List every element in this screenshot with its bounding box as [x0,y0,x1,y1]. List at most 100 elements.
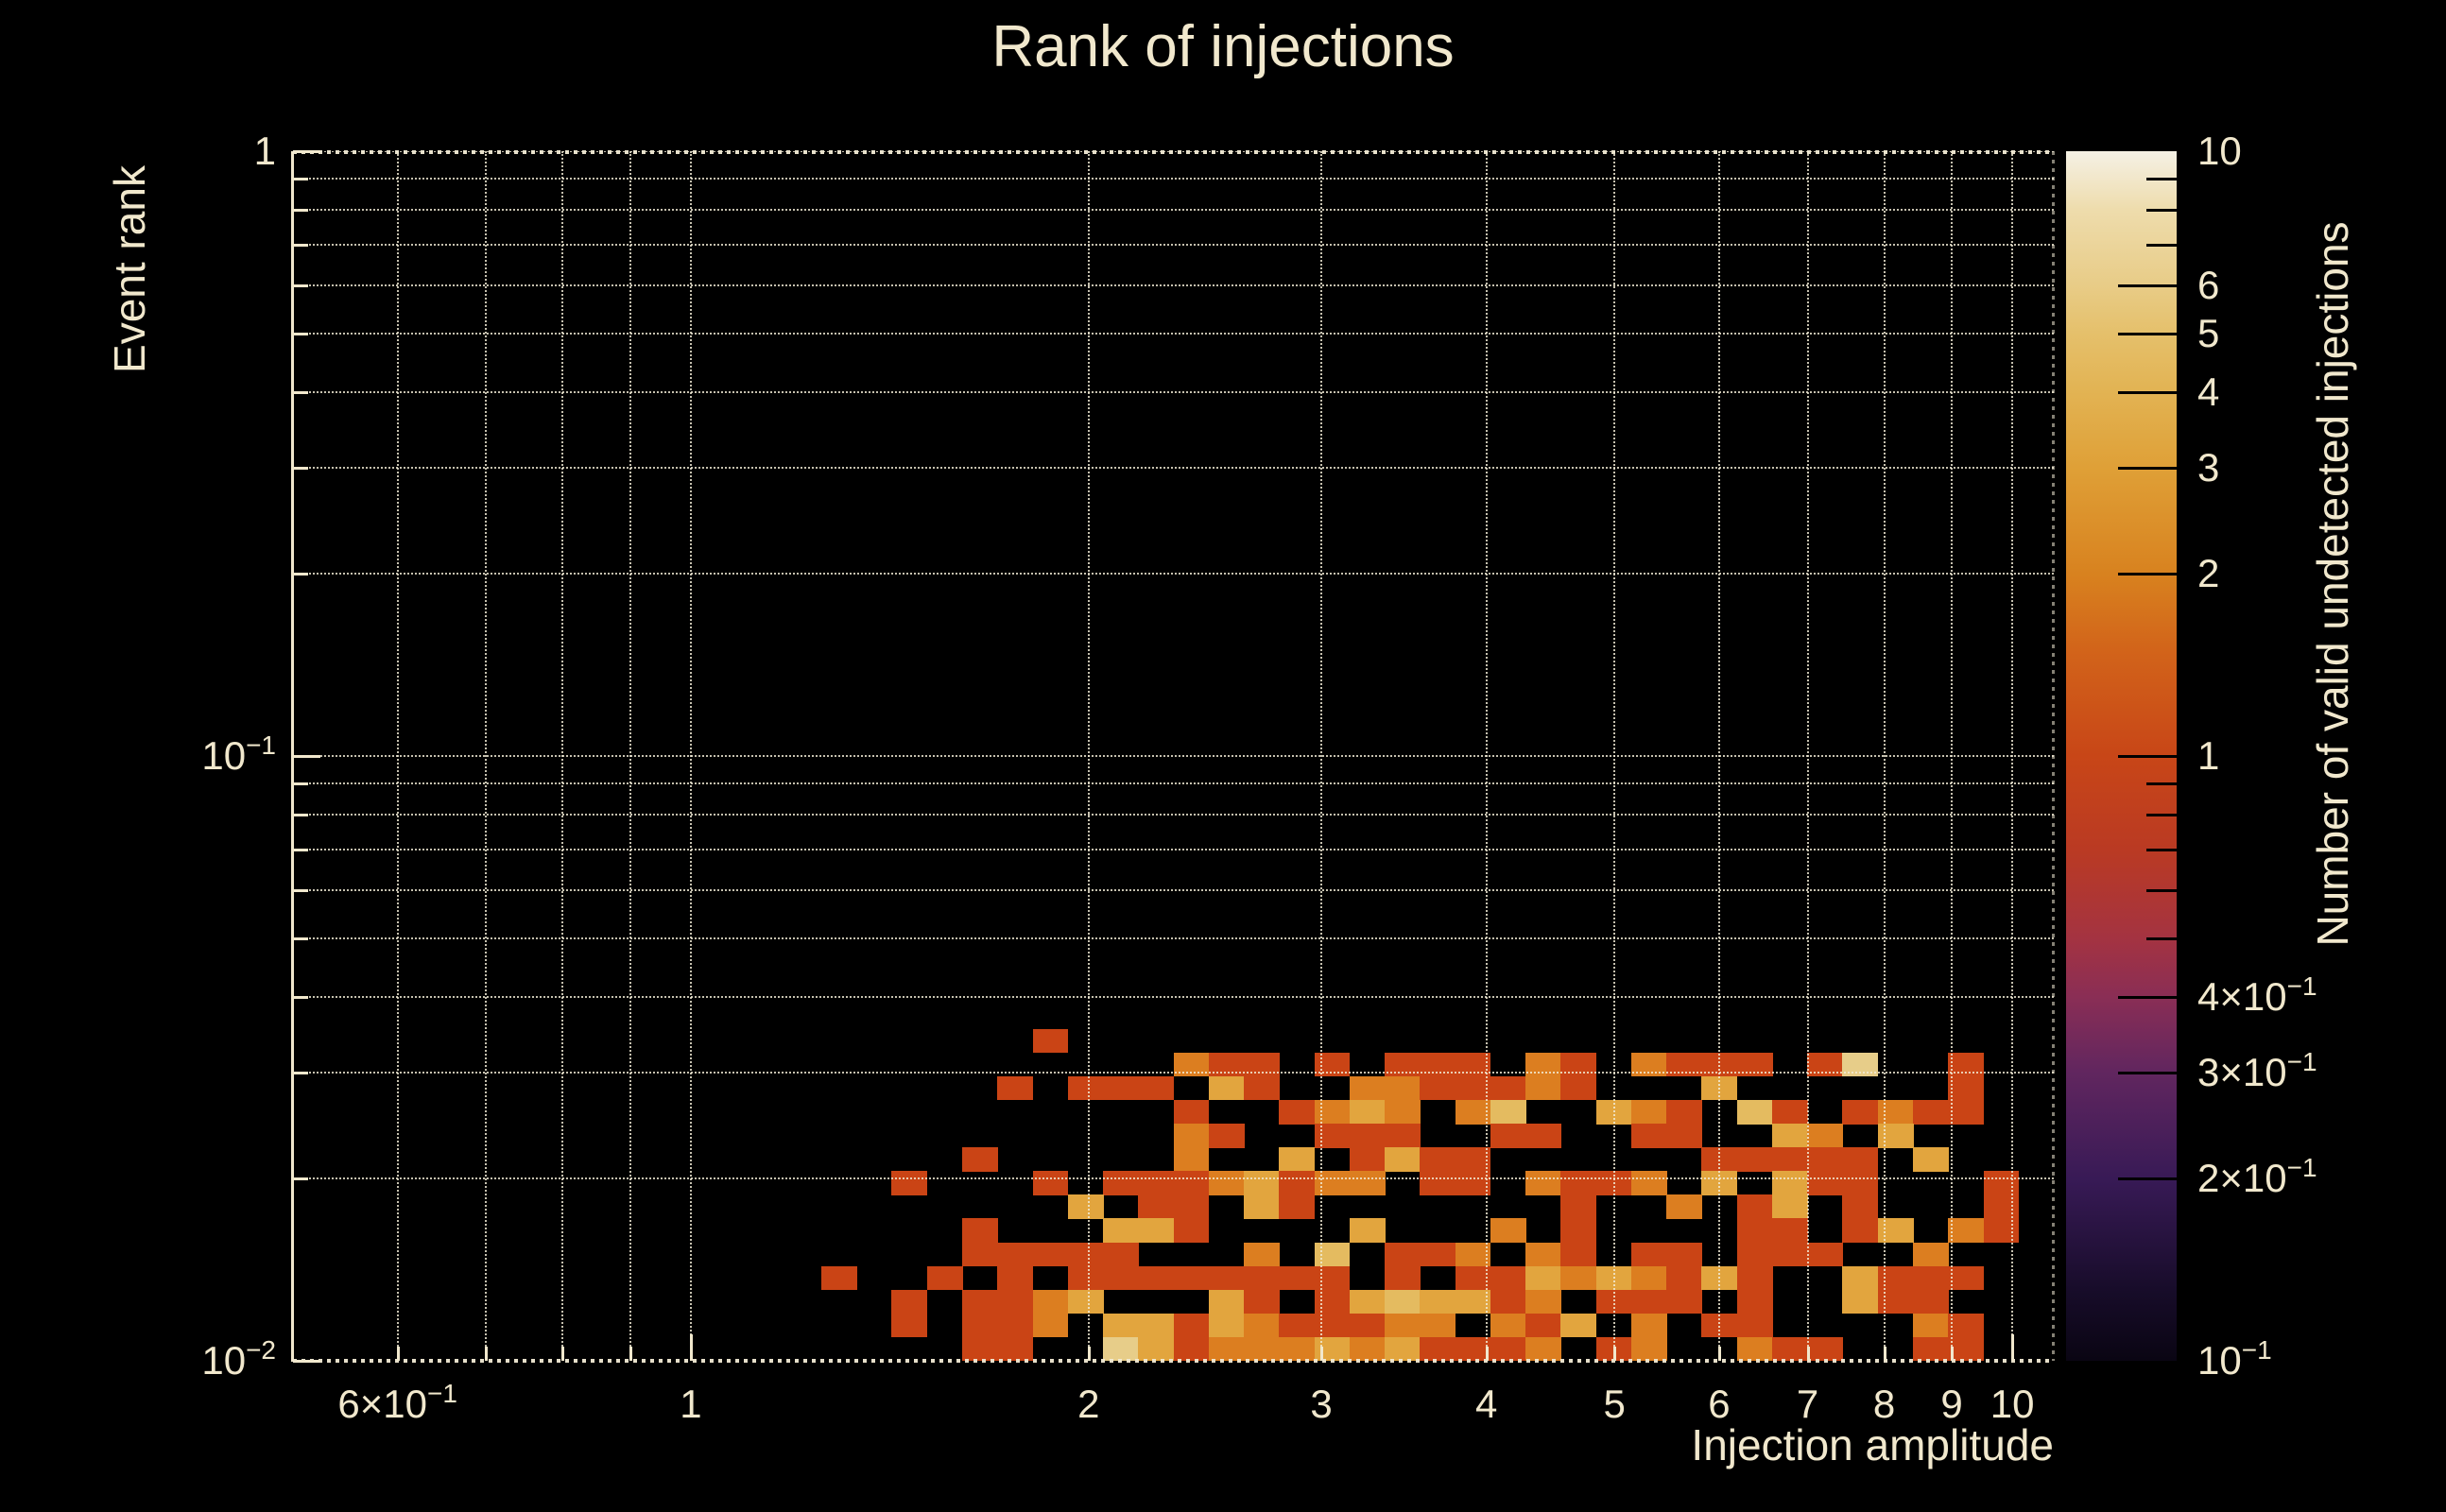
heatmap-cell [1244,1171,1280,1195]
heatmap-cell [1771,1218,1808,1244]
heatmap-cell [1314,1171,1351,1195]
tick-label-base: 7 [1796,1382,1819,1426]
heatmap-cell [997,1313,1034,1338]
heatmap-cell [1349,1147,1386,1172]
heatmap-cell [820,1265,857,1291]
heatmap-cell [1279,1099,1316,1125]
heatmap-cell [1420,1242,1456,1267]
heatmap-cell [1208,1265,1245,1291]
y-axis-tick [294,936,308,940]
y-axis-tick [294,889,308,892]
heatmap-cell [1525,1336,1561,1361]
heatmap-cell [1913,1099,1949,1125]
gridline-y [293,936,2054,939]
heatmap-cell [1560,1171,1597,1195]
heatmap-cell [1244,1289,1280,1314]
heatmap-cell [961,1147,998,1172]
heatmap-cell [1490,1265,1526,1291]
heatmap-cell [1032,1289,1069,1314]
colorbar-tick-label: 5 [2197,311,2219,356]
x-tick-label: 7 [1797,1382,1818,1427]
heatmap-cell [1490,1124,1526,1148]
heatmap-cell [1842,1099,1879,1125]
y-axis-tick [294,390,308,394]
heatmap-cell [1385,1289,1421,1314]
colorbar-tick [2118,284,2177,287]
heatmap-cell [1455,1289,1491,1314]
tick-label-base: 2×10 [2197,1156,2287,1201]
tick-label-base: 3 [2197,444,2220,490]
heatmap-cell [1173,1147,1210,1172]
gridline-y [293,782,2054,785]
heatmap-cell [1807,1336,1844,1361]
heatmap-cell [1948,1099,1985,1125]
heatmap-cell [1983,1218,2020,1244]
heatmap-cell [1173,1171,1210,1195]
heatmap-cell [1208,1289,1245,1314]
tick-label-base: 4 [2197,369,2220,414]
heatmap-cell [1349,1218,1386,1244]
y-axis-tick [294,755,320,758]
heatmap-cell [1842,1147,1879,1172]
heatmap-cell [1455,1265,1491,1291]
colorbar-tick [2118,1177,2177,1181]
colorbar-tick-label: 6 [2197,263,2219,308]
heatmap-cell [1279,1147,1316,1172]
tick-label-base: 10 [2197,129,2242,173]
heatmap-cell [1913,1313,1949,1338]
heatmap-cell [1736,1313,1773,1338]
gridline-y [293,178,2054,180]
heatmap-cell [1455,1336,1491,1361]
heatmap-cell [1842,1289,1879,1314]
heatmap-cell [1948,1218,1985,1244]
heatmap-cell [1385,1099,1421,1125]
heatmap-cell [1913,1265,1949,1291]
x-axis-tick [485,1347,489,1361]
heatmap-cell [1525,1289,1561,1314]
heatmap-cell [1455,1075,1491,1101]
heatmap-cell [1103,1242,1139,1267]
heatmap-cell [1067,1194,1104,1219]
gridline-y [293,573,2054,576]
x-tick-label: 5 [1604,1382,1626,1427]
heatmap-cell [1032,1313,1069,1338]
gridline-y [293,814,2054,816]
y-axis-tick [294,150,320,153]
heatmap-cell [1983,1171,2020,1195]
tick-label-base: 6 [2197,263,2220,307]
heatmap-cell [1349,1289,1386,1314]
y-axis-tick [294,1071,308,1074]
heatmap-cell [1948,1265,1985,1291]
tick-label-exponent: −1 [2286,1153,2317,1183]
colorbar-tick-label: 4×10−1 [2197,971,2317,1020]
y-axis-tick [294,573,308,576]
colorbar-tick [2118,390,2177,394]
heatmap-cell [1736,1265,1773,1291]
colorbar-tick [2118,332,2177,335]
heatmap-cell [1244,1194,1280,1219]
tick-label-base: 10 [201,1338,247,1383]
heatmap-cell [997,1242,1034,1267]
heatmap-cell [926,1265,963,1291]
colorbar-minor-tick [2146,178,2177,181]
colorbar-tick-label: 2 [2197,551,2219,596]
heatmap-cell [1771,1147,1808,1172]
heatmap-cell [1913,1336,1949,1361]
heatmap-cell [1842,1194,1879,1219]
heatmap-cell [1314,1242,1351,1267]
heatmap-cell [1490,1099,1526,1125]
heatmap-cell [1560,1218,1597,1244]
heatmap-cell [1279,1313,1316,1338]
colorbar-tick-label: 10 [2197,129,2242,174]
heatmap-cell [1560,1075,1597,1101]
gridline-y [293,755,2054,757]
heatmap-cell [1244,1336,1280,1361]
gridline-x [1485,151,1488,1361]
tick-label-base: 1 [2197,733,2220,778]
heatmap-cell [1913,1242,1949,1267]
heatmap-cell [1736,1099,1773,1125]
heatmap-cell [997,1265,1034,1291]
heatmap-cell [1349,1099,1386,1125]
heatmap-cell [1208,1313,1245,1338]
heatmap-cell [1736,1242,1773,1267]
